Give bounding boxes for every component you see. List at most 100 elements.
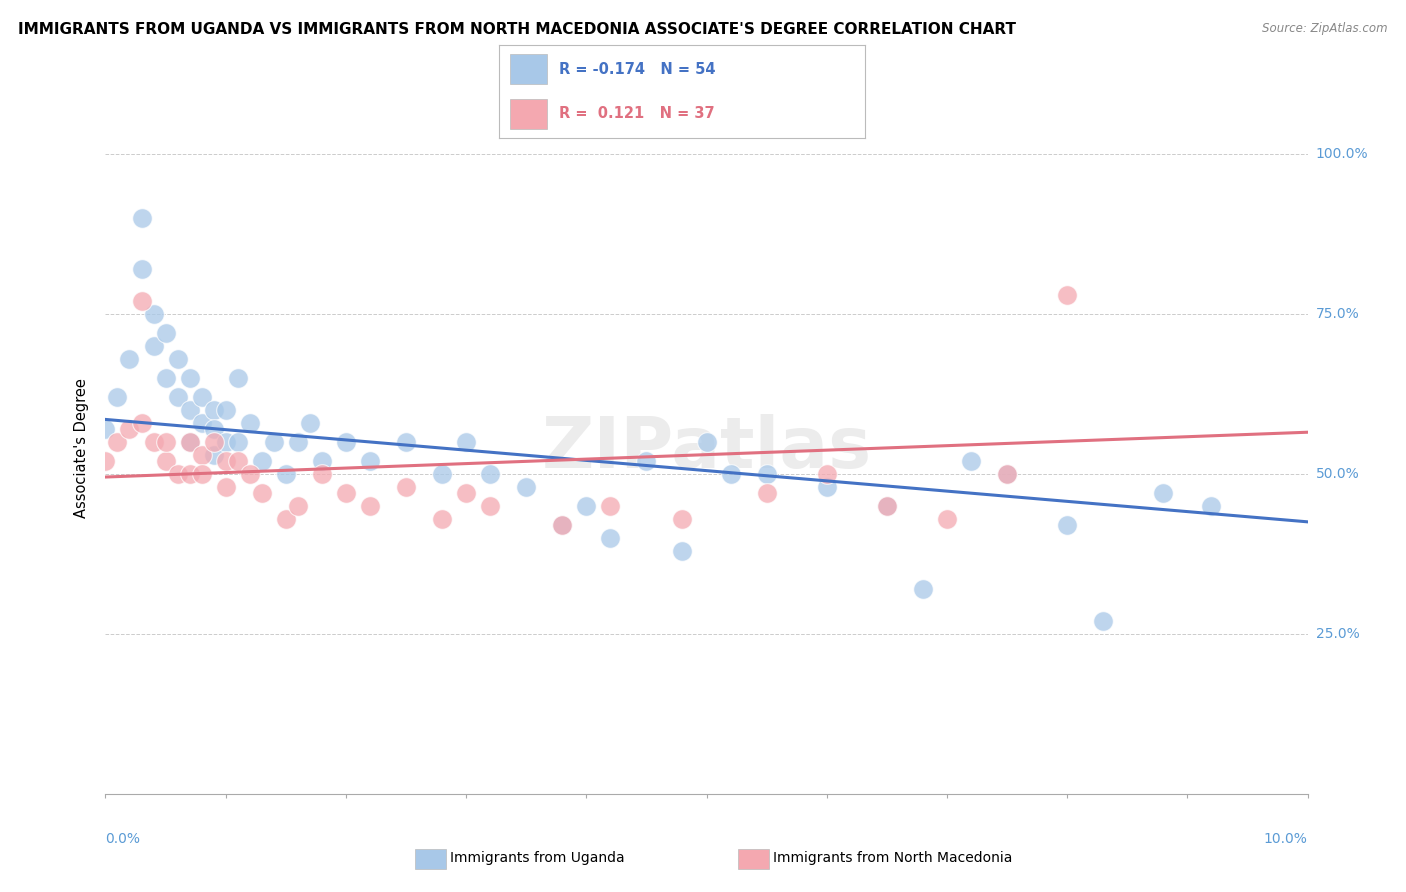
Point bbox=[1152, 486, 1174, 500]
Point bbox=[250, 454, 273, 468]
Text: 25.0%: 25.0% bbox=[1316, 627, 1360, 640]
Text: 75.0%: 75.0% bbox=[1316, 307, 1360, 321]
Point bbox=[226, 434, 249, 449]
Point bbox=[155, 326, 177, 340]
Point bbox=[551, 518, 574, 533]
Point bbox=[1092, 614, 1115, 628]
Text: IMMIGRANTS FROM UGANDA VS IMMIGRANTS FROM NORTH MACEDONIA ASSOCIATE'S DEGREE COR: IMMIGRANTS FROM UGANDA VS IMMIGRANTS FRO… bbox=[18, 22, 1017, 37]
Text: 100.0%: 100.0% bbox=[1316, 147, 1368, 161]
Point bbox=[876, 499, 898, 513]
Point bbox=[479, 499, 502, 513]
Point bbox=[155, 434, 177, 449]
Point bbox=[1056, 518, 1078, 533]
Y-axis label: Associate's Degree: Associate's Degree bbox=[75, 378, 90, 518]
Point bbox=[214, 434, 236, 449]
Point bbox=[202, 422, 225, 436]
Point bbox=[94, 422, 117, 436]
Point bbox=[214, 480, 236, 494]
Point bbox=[311, 467, 333, 481]
Point bbox=[454, 434, 477, 449]
Point bbox=[815, 467, 838, 481]
Point bbox=[166, 467, 188, 481]
Text: Source: ZipAtlas.com: Source: ZipAtlas.com bbox=[1263, 22, 1388, 36]
Point bbox=[214, 454, 236, 468]
Point bbox=[226, 454, 249, 468]
Point bbox=[179, 467, 201, 481]
Point bbox=[395, 434, 418, 449]
Point bbox=[995, 467, 1018, 481]
Point bbox=[515, 480, 537, 494]
Point bbox=[179, 434, 201, 449]
Point bbox=[755, 467, 778, 481]
Point bbox=[131, 416, 153, 430]
Point bbox=[298, 416, 321, 430]
Point bbox=[131, 293, 153, 308]
Point bbox=[118, 351, 141, 366]
Point bbox=[118, 422, 141, 436]
Point bbox=[202, 402, 225, 417]
Point bbox=[335, 434, 357, 449]
Point bbox=[1201, 499, 1223, 513]
Point bbox=[876, 499, 898, 513]
Point bbox=[430, 467, 453, 481]
Point bbox=[274, 467, 297, 481]
Text: 50.0%: 50.0% bbox=[1316, 467, 1360, 481]
Point bbox=[311, 454, 333, 468]
Point bbox=[142, 307, 165, 321]
Point bbox=[190, 467, 212, 481]
Point bbox=[179, 434, 201, 449]
Point bbox=[815, 480, 838, 494]
Point bbox=[671, 511, 693, 525]
Point bbox=[155, 454, 177, 468]
Point bbox=[190, 390, 212, 404]
Text: ZIPatlas: ZIPatlas bbox=[541, 414, 872, 483]
Text: 0.0%: 0.0% bbox=[105, 832, 141, 846]
Point bbox=[155, 371, 177, 385]
Point bbox=[263, 434, 285, 449]
Point bbox=[395, 480, 418, 494]
Point bbox=[599, 499, 621, 513]
Point bbox=[479, 467, 502, 481]
Point bbox=[202, 434, 225, 449]
Point bbox=[214, 402, 236, 417]
Text: R =  0.121   N = 37: R = 0.121 N = 37 bbox=[560, 106, 716, 121]
Point bbox=[190, 416, 212, 430]
Point bbox=[287, 499, 309, 513]
Point bbox=[995, 467, 1018, 481]
Text: Immigrants from North Macedonia: Immigrants from North Macedonia bbox=[773, 851, 1012, 865]
Point bbox=[671, 543, 693, 558]
Point bbox=[107, 390, 129, 404]
Point bbox=[94, 454, 117, 468]
Bar bbox=[510, 99, 547, 129]
Point bbox=[239, 416, 262, 430]
Point bbox=[551, 518, 574, 533]
Point bbox=[696, 434, 718, 449]
Point bbox=[636, 454, 658, 468]
Point bbox=[960, 454, 983, 468]
Point bbox=[335, 486, 357, 500]
Point bbox=[359, 499, 381, 513]
Point bbox=[166, 351, 188, 366]
Point bbox=[575, 499, 598, 513]
Text: R = -0.174   N = 54: R = -0.174 N = 54 bbox=[560, 62, 716, 78]
Text: 10.0%: 10.0% bbox=[1264, 832, 1308, 846]
Point bbox=[190, 448, 212, 462]
Point bbox=[131, 262, 153, 277]
Point bbox=[202, 448, 225, 462]
Point bbox=[936, 511, 959, 525]
Point bbox=[166, 390, 188, 404]
Text: Immigrants from Uganda: Immigrants from Uganda bbox=[450, 851, 624, 865]
Point bbox=[720, 467, 742, 481]
Bar bbox=[510, 54, 547, 84]
Point bbox=[226, 371, 249, 385]
Point bbox=[430, 511, 453, 525]
Point bbox=[107, 434, 129, 449]
Point bbox=[179, 371, 201, 385]
Point bbox=[911, 582, 934, 596]
Point bbox=[599, 531, 621, 545]
Point bbox=[755, 486, 778, 500]
Point bbox=[142, 339, 165, 353]
Point bbox=[287, 434, 309, 449]
Point bbox=[274, 511, 297, 525]
Point bbox=[239, 467, 262, 481]
